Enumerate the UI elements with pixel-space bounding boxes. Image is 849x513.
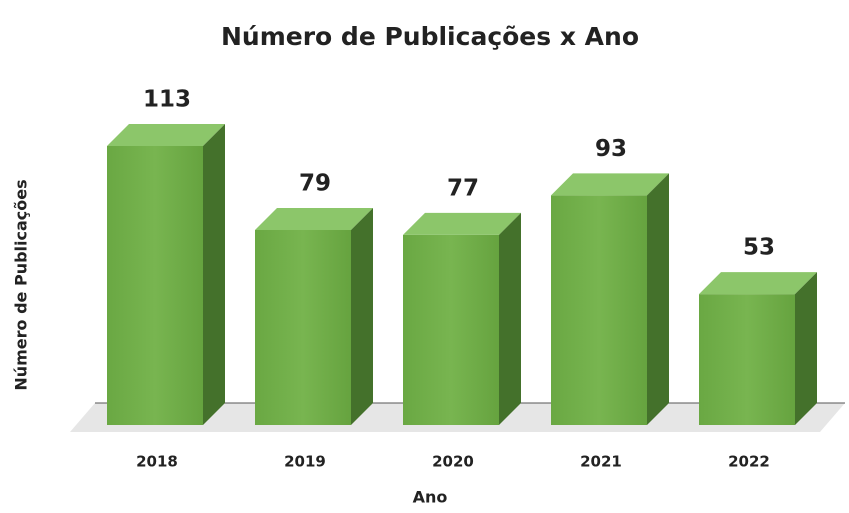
bar-top <box>403 212 521 235</box>
bar-side <box>203 124 225 425</box>
bar-front <box>255 229 351 425</box>
value-label: 77 <box>447 175 479 201</box>
x-tick-label: 2021 <box>580 453 622 471</box>
x-tick-label: 2020 <box>432 453 474 471</box>
value-label: 113 <box>143 87 191 113</box>
bar-front <box>107 146 203 425</box>
value-label: 53 <box>743 235 775 261</box>
bar-side <box>647 173 669 425</box>
bar-side <box>795 272 817 425</box>
bar-side <box>499 212 521 425</box>
y-axis-label: Número de Publicações <box>12 179 31 390</box>
bar-front <box>403 234 499 425</box>
x-tick-label: 2022 <box>728 453 770 471</box>
x-tick-label: 2018 <box>136 453 178 471</box>
bar-front <box>551 195 647 425</box>
bar-side <box>351 207 373 425</box>
bar-top <box>699 272 817 295</box>
x-tick-label: 2019 <box>284 453 326 471</box>
bar-front <box>699 294 795 425</box>
bar-top <box>551 173 669 196</box>
value-label: 79 <box>299 170 331 196</box>
bar-top <box>107 124 225 146</box>
value-label: 93 <box>595 136 627 162</box>
chart-title: Número de Publicações x Ano <box>221 22 639 51</box>
bar-top <box>255 207 373 230</box>
x-axis-label: Ano <box>413 488 448 507</box>
